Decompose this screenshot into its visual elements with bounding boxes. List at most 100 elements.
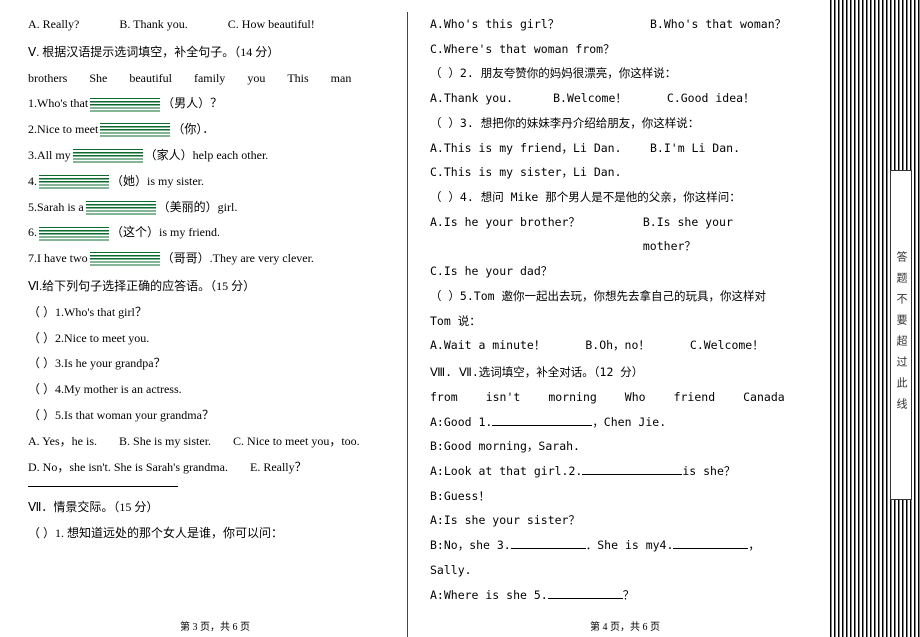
q-text: （哥哥）.They are very clever. [162,251,314,265]
r4-b: B.Is she your mother？ [643,210,788,259]
r2-b: B.Welcome！ [553,86,627,111]
s6-opt-e: E. Really？ [250,455,307,481]
q-text: （美丽的）girl. [158,200,238,214]
s7-1: （ ）1. 想知道远处的那个女人是谁，你可以问： [28,521,389,547]
r4-a: A.Is he your brother？ [430,210,643,259]
bank-word: beautiful [129,66,172,92]
bank8-word: isn't [486,385,521,410]
dialog-6: B:No，she 3.．She is my4.，Sally. [430,533,788,582]
bank8-word: from [430,385,458,410]
footer-right: 第 4 页，共 6 页 [590,618,660,633]
r3-b: B.I'm Li Dan. [650,136,740,161]
q-text: 3.All my [28,148,71,162]
q-text: （她）is my sister. [111,174,204,188]
blank-line[interactable] [492,416,592,426]
s6-options-row1: A. Yes，he is. B. She is my sister. C. Ni… [28,429,389,455]
r5-b: B.Oh，no！ [585,333,650,358]
blank-line[interactable] [582,465,682,475]
q5-2: 2.Nice to meet（你）． [28,117,389,143]
s6-1: （ ）1.Who's that girl？ [28,300,389,326]
opt-b: B. Thank you. [119,12,187,38]
q5-6: 6. （这个）is my friend. [28,220,389,246]
bank-word: family [194,66,225,92]
blank-hatch[interactable] [100,123,170,137]
s6-opt-a: A. Yes，he is. [28,429,97,455]
q5-7: 7.I have two （哥哥）.They are very clever. [28,246,389,272]
bank8-word: Canada [743,385,785,410]
word-bank-5: brothers She beautiful family you This m… [28,66,389,92]
dialog-5: A:Is she your sister？ [430,508,788,533]
dialog-2: B:Good morning，Sarah. [430,434,788,459]
blank-hatch[interactable] [90,252,160,266]
r4-ab: A.Is he your brother？ B.Is she your moth… [430,210,788,259]
section6-title: Ⅵ.给下列句子选择正确的应答语。（15 分） [28,274,389,300]
section5-title: Ⅴ. 根据汉语提示选词填空，补全句子。（14 分） [28,40,389,66]
d-text: A:Good 1. [430,415,492,429]
r4-q: （ ）4. 想问 Mike 那个男人是不是他的父亲，你这样问： [430,185,788,210]
r1-c: C.Where's that woman from？ [430,37,788,62]
section7-title: Ⅶ．情景交际。（15 分） [28,495,389,521]
blank-hatch[interactable] [90,98,160,112]
q-text: （男人）？ [162,96,222,110]
answer-boundary-label: 答题不要超过此线 [890,170,912,500]
divider-line [28,486,178,487]
q-text: （家人）help each other. [145,148,269,162]
blank-line[interactable] [511,539,586,549]
r3-ab: A.This is my friend，Li Dan. B.I'm Li Dan… [430,136,788,161]
q5-3: 3.All my （家人）help each other. [28,143,389,169]
footer-left: 第 3 页，共 6 页 [180,618,250,633]
blank-hatch[interactable] [73,149,143,163]
s6-opt-d: D. No，she isn't. She is Sarah's grandma. [28,455,228,481]
dialog-1: A:Good 1. ，Chen Jie. [430,410,788,435]
bank-word: brothers [28,66,67,92]
right-column: A.Who's this girl？ B.Who's that woman？ C… [408,12,808,637]
blank-hatch[interactable] [86,201,156,215]
bank8-word: friend [674,385,716,410]
r2-a: A.Thank you. [430,86,513,111]
d-text: ？ [623,588,635,602]
q-text: （这个）is my friend. [111,225,220,239]
left-column: A. Really? B. Thank you. C. How beautifu… [28,12,408,637]
d-text: ．She is my4. [586,538,674,552]
bank8-word: Who [625,385,646,410]
r5-a: A.Wait a minute！ [430,333,545,358]
q5-5: 5.Sarah is a （美丽的）girl. [28,195,389,221]
q-text: 1.Who's that [28,96,88,110]
option-row-top: A. Really? B. Thank you. C. How beautifu… [28,12,389,38]
d-text: A:Look at that girl.2. [430,464,582,478]
r2-q: （ ）2. 朋友夸赞你的妈妈很漂亮，你这样说： [430,61,788,86]
r3-c: C.This is my sister，Li Dan. [430,160,788,185]
r5-opts: A.Wait a minute！ B.Oh，no！ C.Welcome！ [430,333,788,358]
blank-line[interactable] [673,539,748,549]
s6-2: （ ）2.Nice to meet you. [28,326,389,352]
s6-options-row2: D. No，she isn't. She is Sarah's grandma.… [28,455,389,481]
d-text: ，Chen Jie. [592,415,666,429]
s6-opt-b: B. She is my sister. [119,429,211,455]
q5-4: 4.（她）is my sister. [28,169,389,195]
bank-word: man [331,66,352,92]
bank8-word: morning [548,385,596,410]
r1-a: A.Who's this girl？ [430,12,650,37]
s6-opt-c: C. Nice to meet you，too. [233,429,360,455]
d-text: B:No，she 3. [430,538,511,552]
q-text: （你）． [172,122,214,136]
blank-line[interactable] [548,589,623,599]
opt-c: C. How beautiful! [228,12,315,38]
r5-q: （ ）5.Tom 邀你一起出去玩，你想先去拿自己的玩具，你这样对 Tom 说： [430,284,788,333]
section8-title: Ⅷ. Ⅶ.选词填空，补全对话。（12 分） [430,360,788,385]
d-text: is she？ [682,464,735,478]
q-text: 7.I have two [28,251,88,265]
bank-word: This [287,66,308,92]
blank-hatch[interactable] [39,175,109,189]
word-bank-8: from isn't morning Who friend Canada [430,385,788,410]
blank-hatch[interactable] [39,227,109,241]
d-text: A:Where is she 5. [430,588,548,602]
q-text: 6. [28,225,37,239]
page-container: A. Really? B. Thank you. C. How beautifu… [0,0,830,637]
q-text: 5.Sarah is a [28,200,84,214]
r1-ab: A.Who's this girl？ B.Who's that woman？ [430,12,788,37]
r3-q: （ ）3. 想把你的妹妹李丹介绍给朋友，你这样说： [430,111,788,136]
r4-c: C.Is he your dad？ [430,259,788,284]
s6-5: （ ）5.Is that woman your grandma？ [28,403,389,429]
dialog-7: A:Where is she 5. ？ [430,583,788,608]
